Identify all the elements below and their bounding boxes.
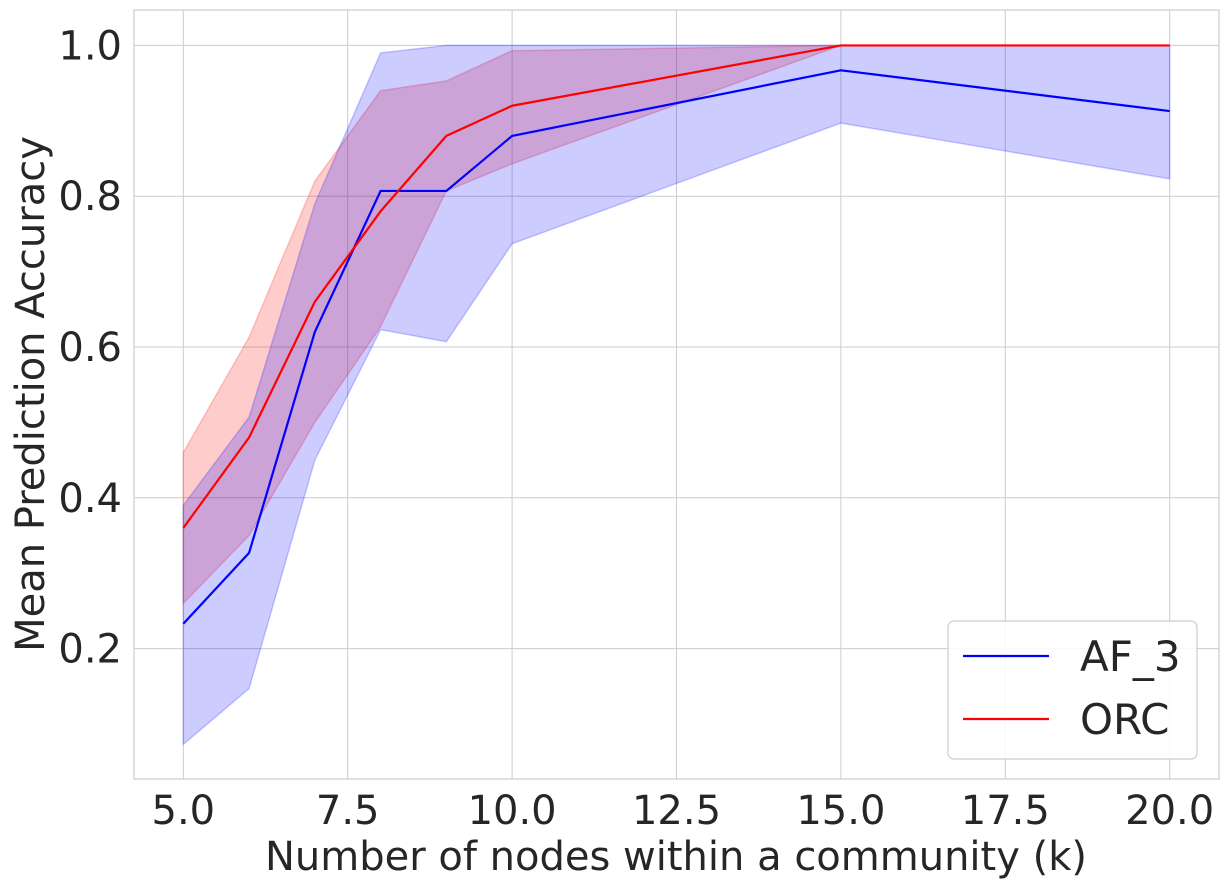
x-tick-label: 12.5 <box>632 788 721 834</box>
band-af_3 <box>182 44 1171 746</box>
series-line-orc <box>182 44 1170 529</box>
series-lines <box>182 44 1170 625</box>
legend-label-af_3: AF_3 <box>1080 632 1181 681</box>
y-tick-label: 0.2 <box>58 627 122 673</box>
x-axis-label: Number of nodes within a community (k) <box>265 834 1087 880</box>
x-tick-label: 10.0 <box>468 788 557 834</box>
y-tick-label: 1.0 <box>58 23 122 69</box>
x-tick-label: 7.5 <box>316 788 380 834</box>
x-tick-label: 5.0 <box>152 788 216 834</box>
grid <box>134 10 1219 779</box>
x-tick-labels: 5.0 7.5 10.0 12.5 15.0 17.5 20.0 <box>152 788 1215 834</box>
legend-label-orc: ORC <box>1080 695 1169 744</box>
plot-frame <box>133 9 1220 780</box>
y-axis-label: Mean Prediction Accuracy <box>8 136 54 652</box>
x-tick-label: 17.5 <box>961 788 1050 834</box>
x-tick-label: 20.0 <box>1125 788 1214 834</box>
y-tick-labels: 0.2 0.4 0.6 0.8 1.0 <box>58 23 122 672</box>
series-line-af_3 <box>182 69 1170 625</box>
legend: AF_3 ORC <box>947 620 1198 760</box>
x-tick-label: 15.0 <box>796 788 885 834</box>
y-tick-label: 0.8 <box>58 174 122 220</box>
y-tick-label: 0.6 <box>58 325 122 371</box>
y-tick-label: 0.4 <box>58 476 122 522</box>
